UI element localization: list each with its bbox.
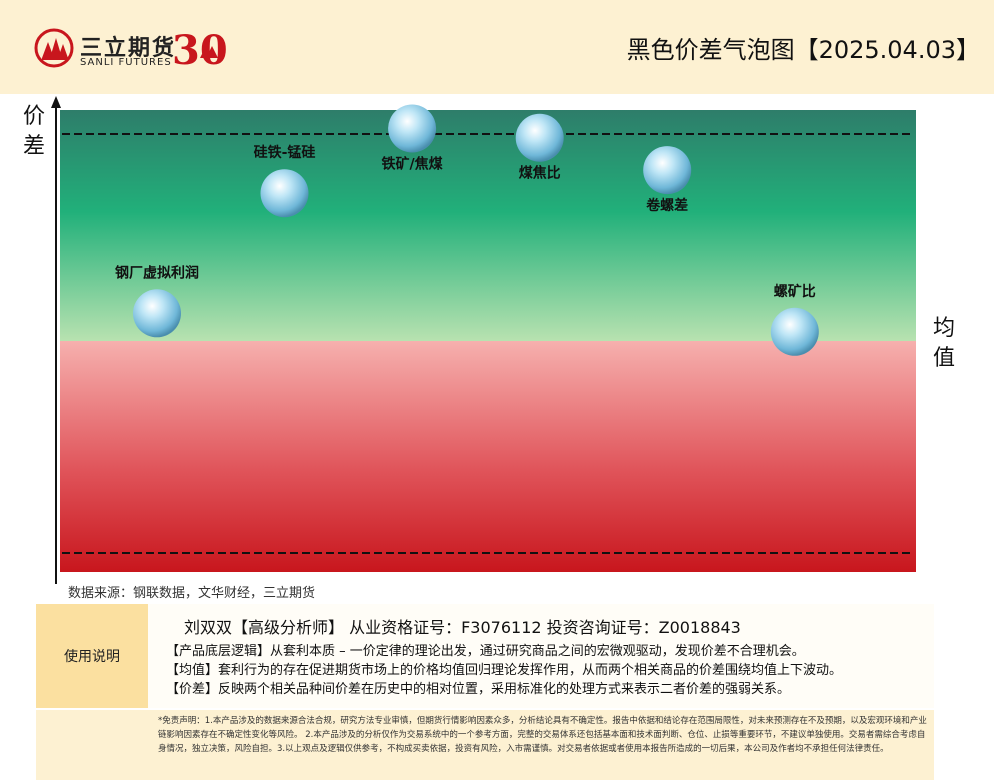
disclaimer-text: *免责声明：1.本产品涉及的数据来源合法合规，研究方法专业审慎，但期货行情影响因… [158, 716, 927, 754]
data-source: 数据来源：钢联数据，文华财经，三立期货 [68, 586, 316, 601]
bubble-label: 螺矿比 [774, 283, 816, 300]
info-panel [36, 604, 934, 708]
bubble-label: 硅铁-锰硅 [254, 144, 316, 161]
brand-name-en: SANLI FUTURES [80, 57, 172, 68]
anniversary-logo-icon: 30 [172, 27, 226, 72]
usage-label: 使用说明 [36, 604, 148, 708]
header-bar [0, 0, 994, 94]
bubble-point [770, 307, 819, 356]
x-axis-label: 均值 [932, 316, 955, 371]
disclaimer-panel [36, 710, 934, 780]
page-title: 黑色价差气泡图【2025.04.03】 [626, 36, 980, 64]
bubble-label: 卷螺差 [645, 197, 688, 214]
sanli-logo-icon [34, 28, 74, 68]
bubble-point [260, 169, 309, 218]
logic-line: 【产品底层逻辑】从套利本质 – 一价定律的理论出发，通过研究商品之间的宏微观驱动… [166, 644, 805, 659]
anniversary-number: 30 [172, 27, 226, 72]
bubble-label: 煤焦比 [519, 165, 561, 182]
mean-line: 【均值】套利行为的存在促进期货市场上的价格均值回归理论发挥作用，从而两个相关商品… [166, 663, 843, 678]
bubble-label: 钢厂虚拟利润 [115, 264, 199, 281]
y-axis-arrow-icon [51, 96, 61, 108]
bubble-point [515, 113, 564, 162]
y-axis-label: 价差 [22, 104, 45, 159]
analyst-credentials: 刘双双【高级分析师】 从业资格证号：F3076112 投资咨询证号：Z00188… [184, 618, 741, 637]
brand-name: 三立期货 [80, 36, 177, 61]
bubble-point [133, 289, 181, 338]
bubble-point [643, 146, 692, 195]
bubble-point [388, 104, 437, 153]
bubble-label: 铁矿/焦煤 [382, 156, 444, 173]
spread-line: 【价差】反映两个相关品种间价差在历史中的相对位置，采用标准化的处理方式来表示二者… [166, 682, 791, 697]
